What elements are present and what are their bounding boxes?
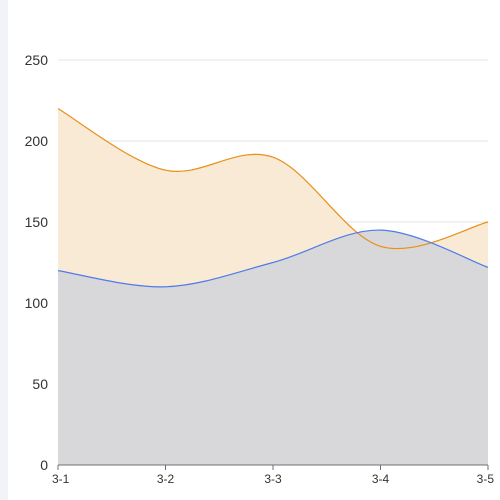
x-tick-label: 3-3 [264, 472, 282, 486]
y-tick-label: 0 [40, 457, 48, 473]
x-tick-label: 3-2 [157, 472, 175, 486]
series-area-2 [58, 230, 488, 465]
y-tick-label: 200 [25, 133, 49, 149]
x-tick-label: 3-1 [52, 472, 70, 486]
x-tick-label: 3-4 [372, 472, 390, 486]
y-tick-label: 50 [32, 376, 48, 392]
series-lines [57, 108, 489, 288]
x-axis: 3-1 3-2 3-3 3-4 3-5 [52, 464, 495, 486]
y-axis: 0 50 100 150 200 250 [25, 52, 49, 473]
x-tick-label: 3-5 [477, 472, 495, 486]
series-line-2 [57, 229, 489, 288]
left-rail [0, 0, 8, 500]
y-tick-label: 150 [25, 214, 49, 230]
y-tick-label: 250 [25, 52, 49, 68]
series-line-1 [57, 108, 489, 250]
series-areas [58, 108, 488, 465]
y-tick-label: 100 [25, 295, 49, 311]
